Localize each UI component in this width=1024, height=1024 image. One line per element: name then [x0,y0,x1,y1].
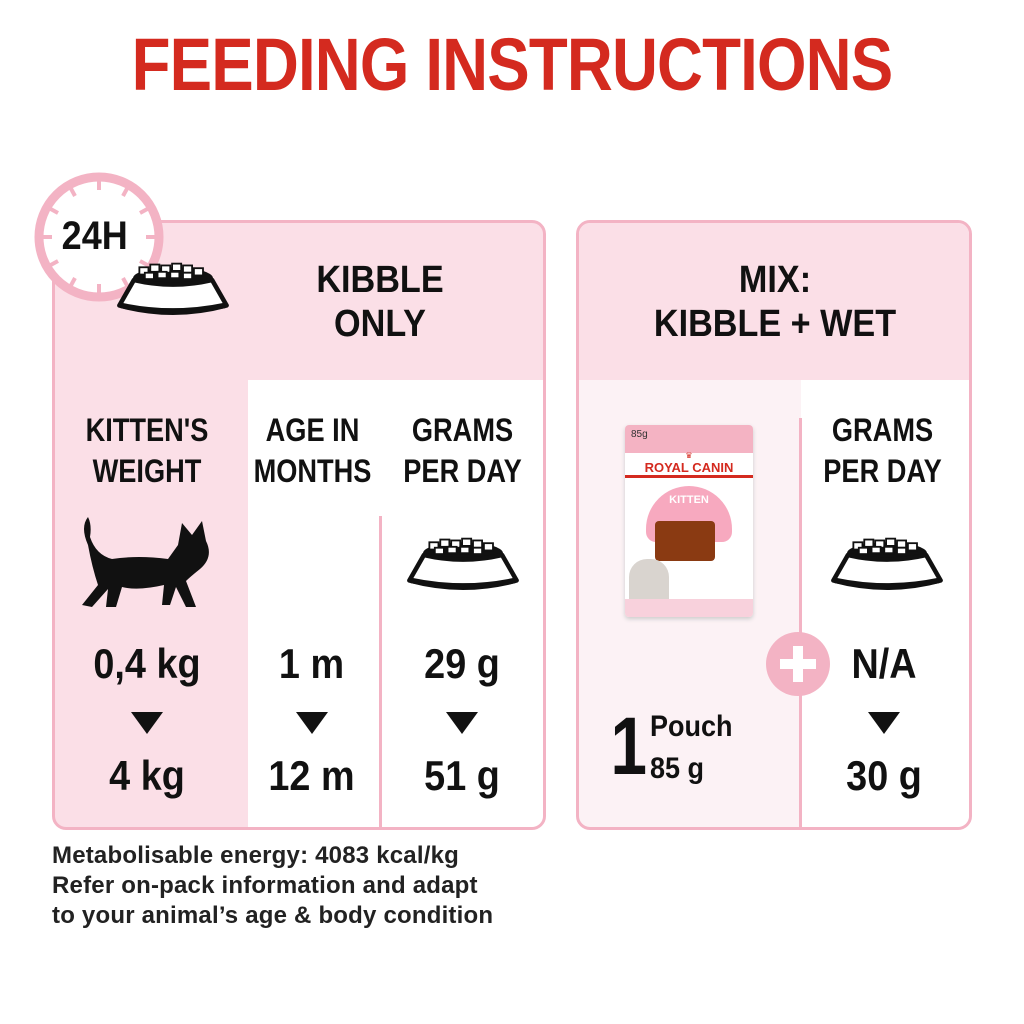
plus-icon [766,632,830,696]
24h-badge: 24H [61,214,128,258]
kitten-weight-header: KITTEN'S WEIGHT [75,410,220,492]
header-line: MONTHS [253,453,372,489]
heading-line: MIX: [738,259,812,301]
heading-line: ONLY [334,303,426,345]
food-bowl-icon [108,260,238,320]
weight-from: 0,4 kg [93,640,201,687]
brand-logo: ROYAL CANIN [625,460,753,478]
kitten-silhouette-icon [82,517,209,607]
heading-line: KIBBLE [316,259,444,301]
age-header: AGE IN MONTHS [251,410,374,492]
pouch-weight: 85g [625,425,753,453]
page-title: FEEDING INSTRUCTIONS [131,23,894,106]
food-bowl-icon [398,535,528,595]
header-line: PER DAY [403,453,522,489]
mix-grams-to: 30 g [846,752,922,799]
arrow-down-icon [868,712,900,734]
arrow-down-icon [131,712,163,734]
column-divider [799,418,802,827]
pouch-unit: Pouch [650,710,733,743]
kibble-only-heading: KIBBLE ONLY [281,258,479,346]
food-bowl-icon [822,535,952,595]
mix-grams-from: N/A [851,640,917,687]
header-line: GRAMS [831,412,934,448]
mix-heading: MIX: KIBBLE + WET [609,258,942,346]
column-divider [379,516,382,827]
grams-header: GRAMS PER DAY [397,410,529,492]
age-from: 1 m [278,640,345,687]
heading-line: KIBBLE + WET [653,303,897,345]
weight-to: 4 kg [109,752,185,799]
age-to: 12 m [268,752,355,799]
grams-from: 29 g [424,640,500,687]
header-line: KITTEN'S [85,412,209,448]
pouch-image: 85g ♛ ROYAL CANIN KITTEN [625,425,753,617]
arrow-down-icon [296,712,328,734]
header-line: AGE IN [265,412,360,448]
footer-energy: Metabolisable energy: 4083 kcal/kg [52,842,459,869]
arrow-down-icon [446,712,478,734]
header-line: PER DAY [823,453,942,489]
footer-note: to your animal’s age & body condition [52,902,494,929]
mix-grams-header: GRAMS PER DAY [812,410,952,492]
clock-icon [34,172,164,302]
footer-note: Refer on-pack information and adapt [52,872,478,899]
header-line: GRAMS [411,412,514,448]
grams-to: 51 g [424,752,500,799]
pouch-amount: 85 g [650,752,705,785]
pouch-count: 1 [610,701,648,792]
header-line: WEIGHT [92,453,202,489]
